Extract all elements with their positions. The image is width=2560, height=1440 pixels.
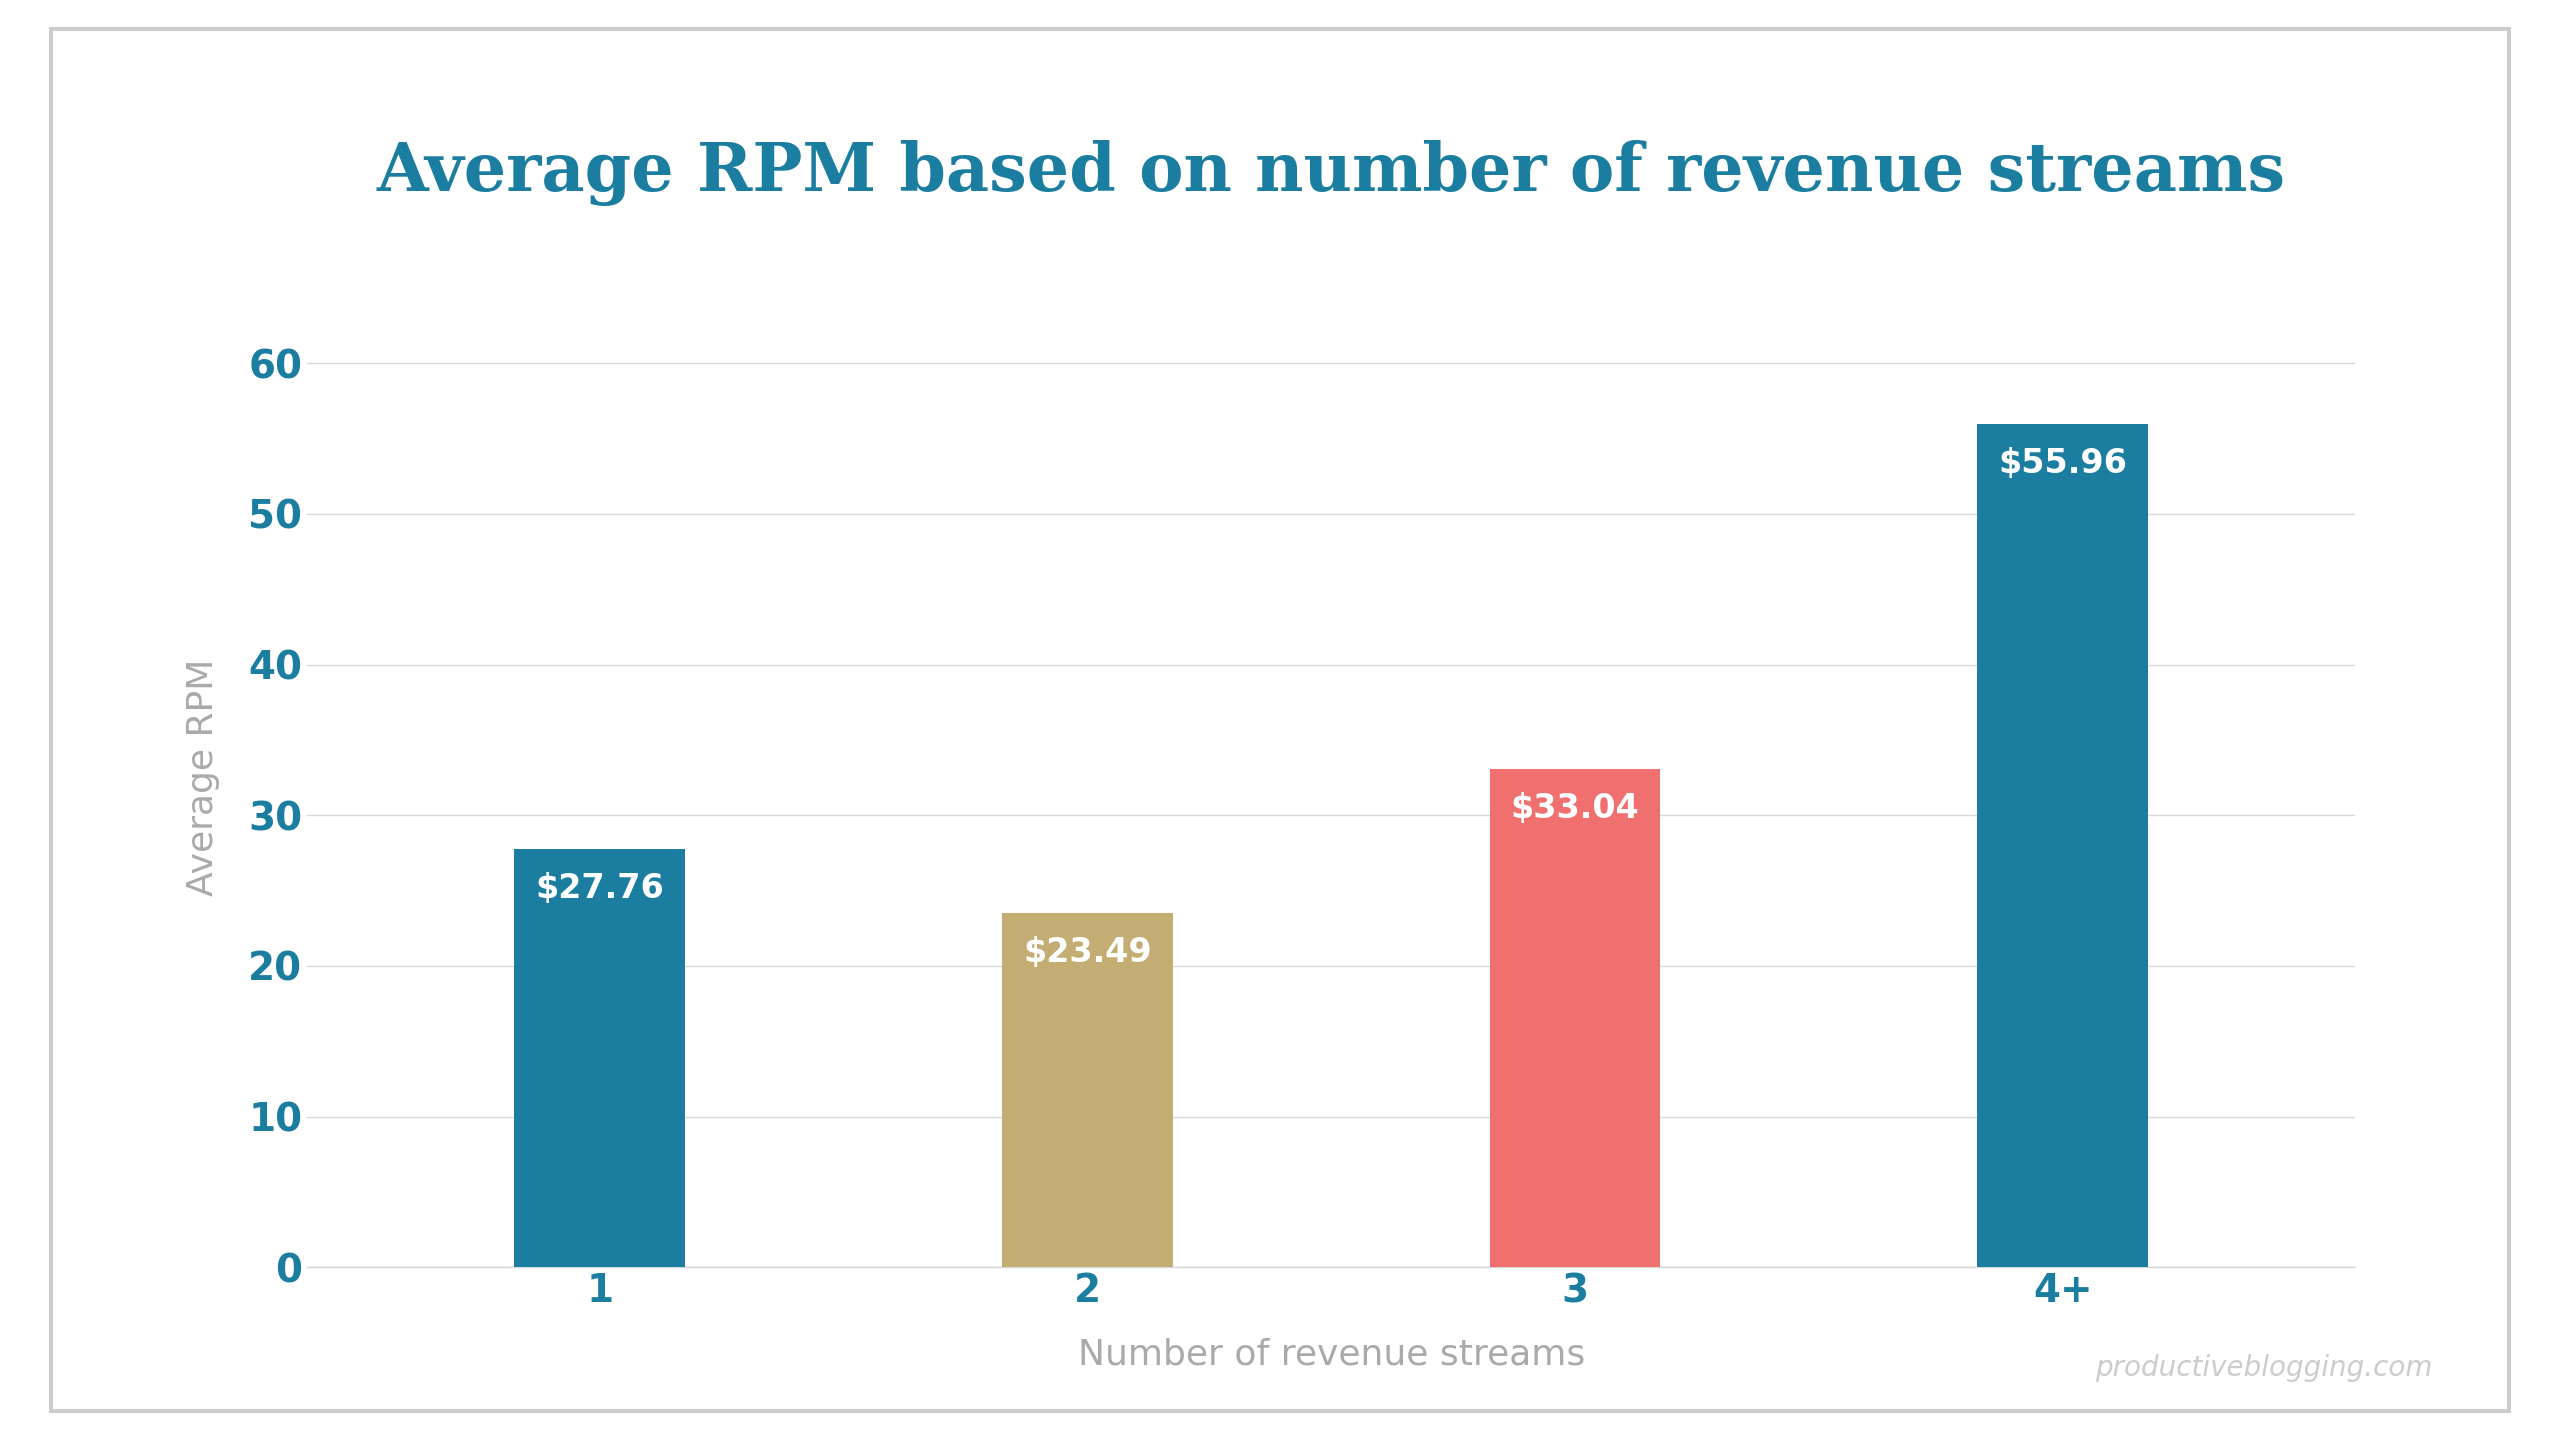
Text: $23.49: $23.49: [1024, 936, 1152, 969]
Text: $33.04: $33.04: [1510, 792, 1638, 825]
Bar: [1490, 769, 1661, 1267]
Text: $27.76: $27.76: [535, 871, 663, 904]
Y-axis label: Average RPM: Average RPM: [187, 660, 220, 896]
Text: Average RPM based on number of revenue streams: Average RPM based on number of revenue s…: [376, 140, 2286, 206]
Bar: [1976, 425, 2148, 1267]
Text: $55.96: $55.96: [1999, 446, 2127, 480]
Bar: [515, 850, 686, 1267]
X-axis label: Number of revenue streams: Number of revenue streams: [1078, 1338, 1585, 1372]
Bar: [1001, 913, 1172, 1267]
Text: productiveblogging.com: productiveblogging.com: [2094, 1355, 2432, 1382]
